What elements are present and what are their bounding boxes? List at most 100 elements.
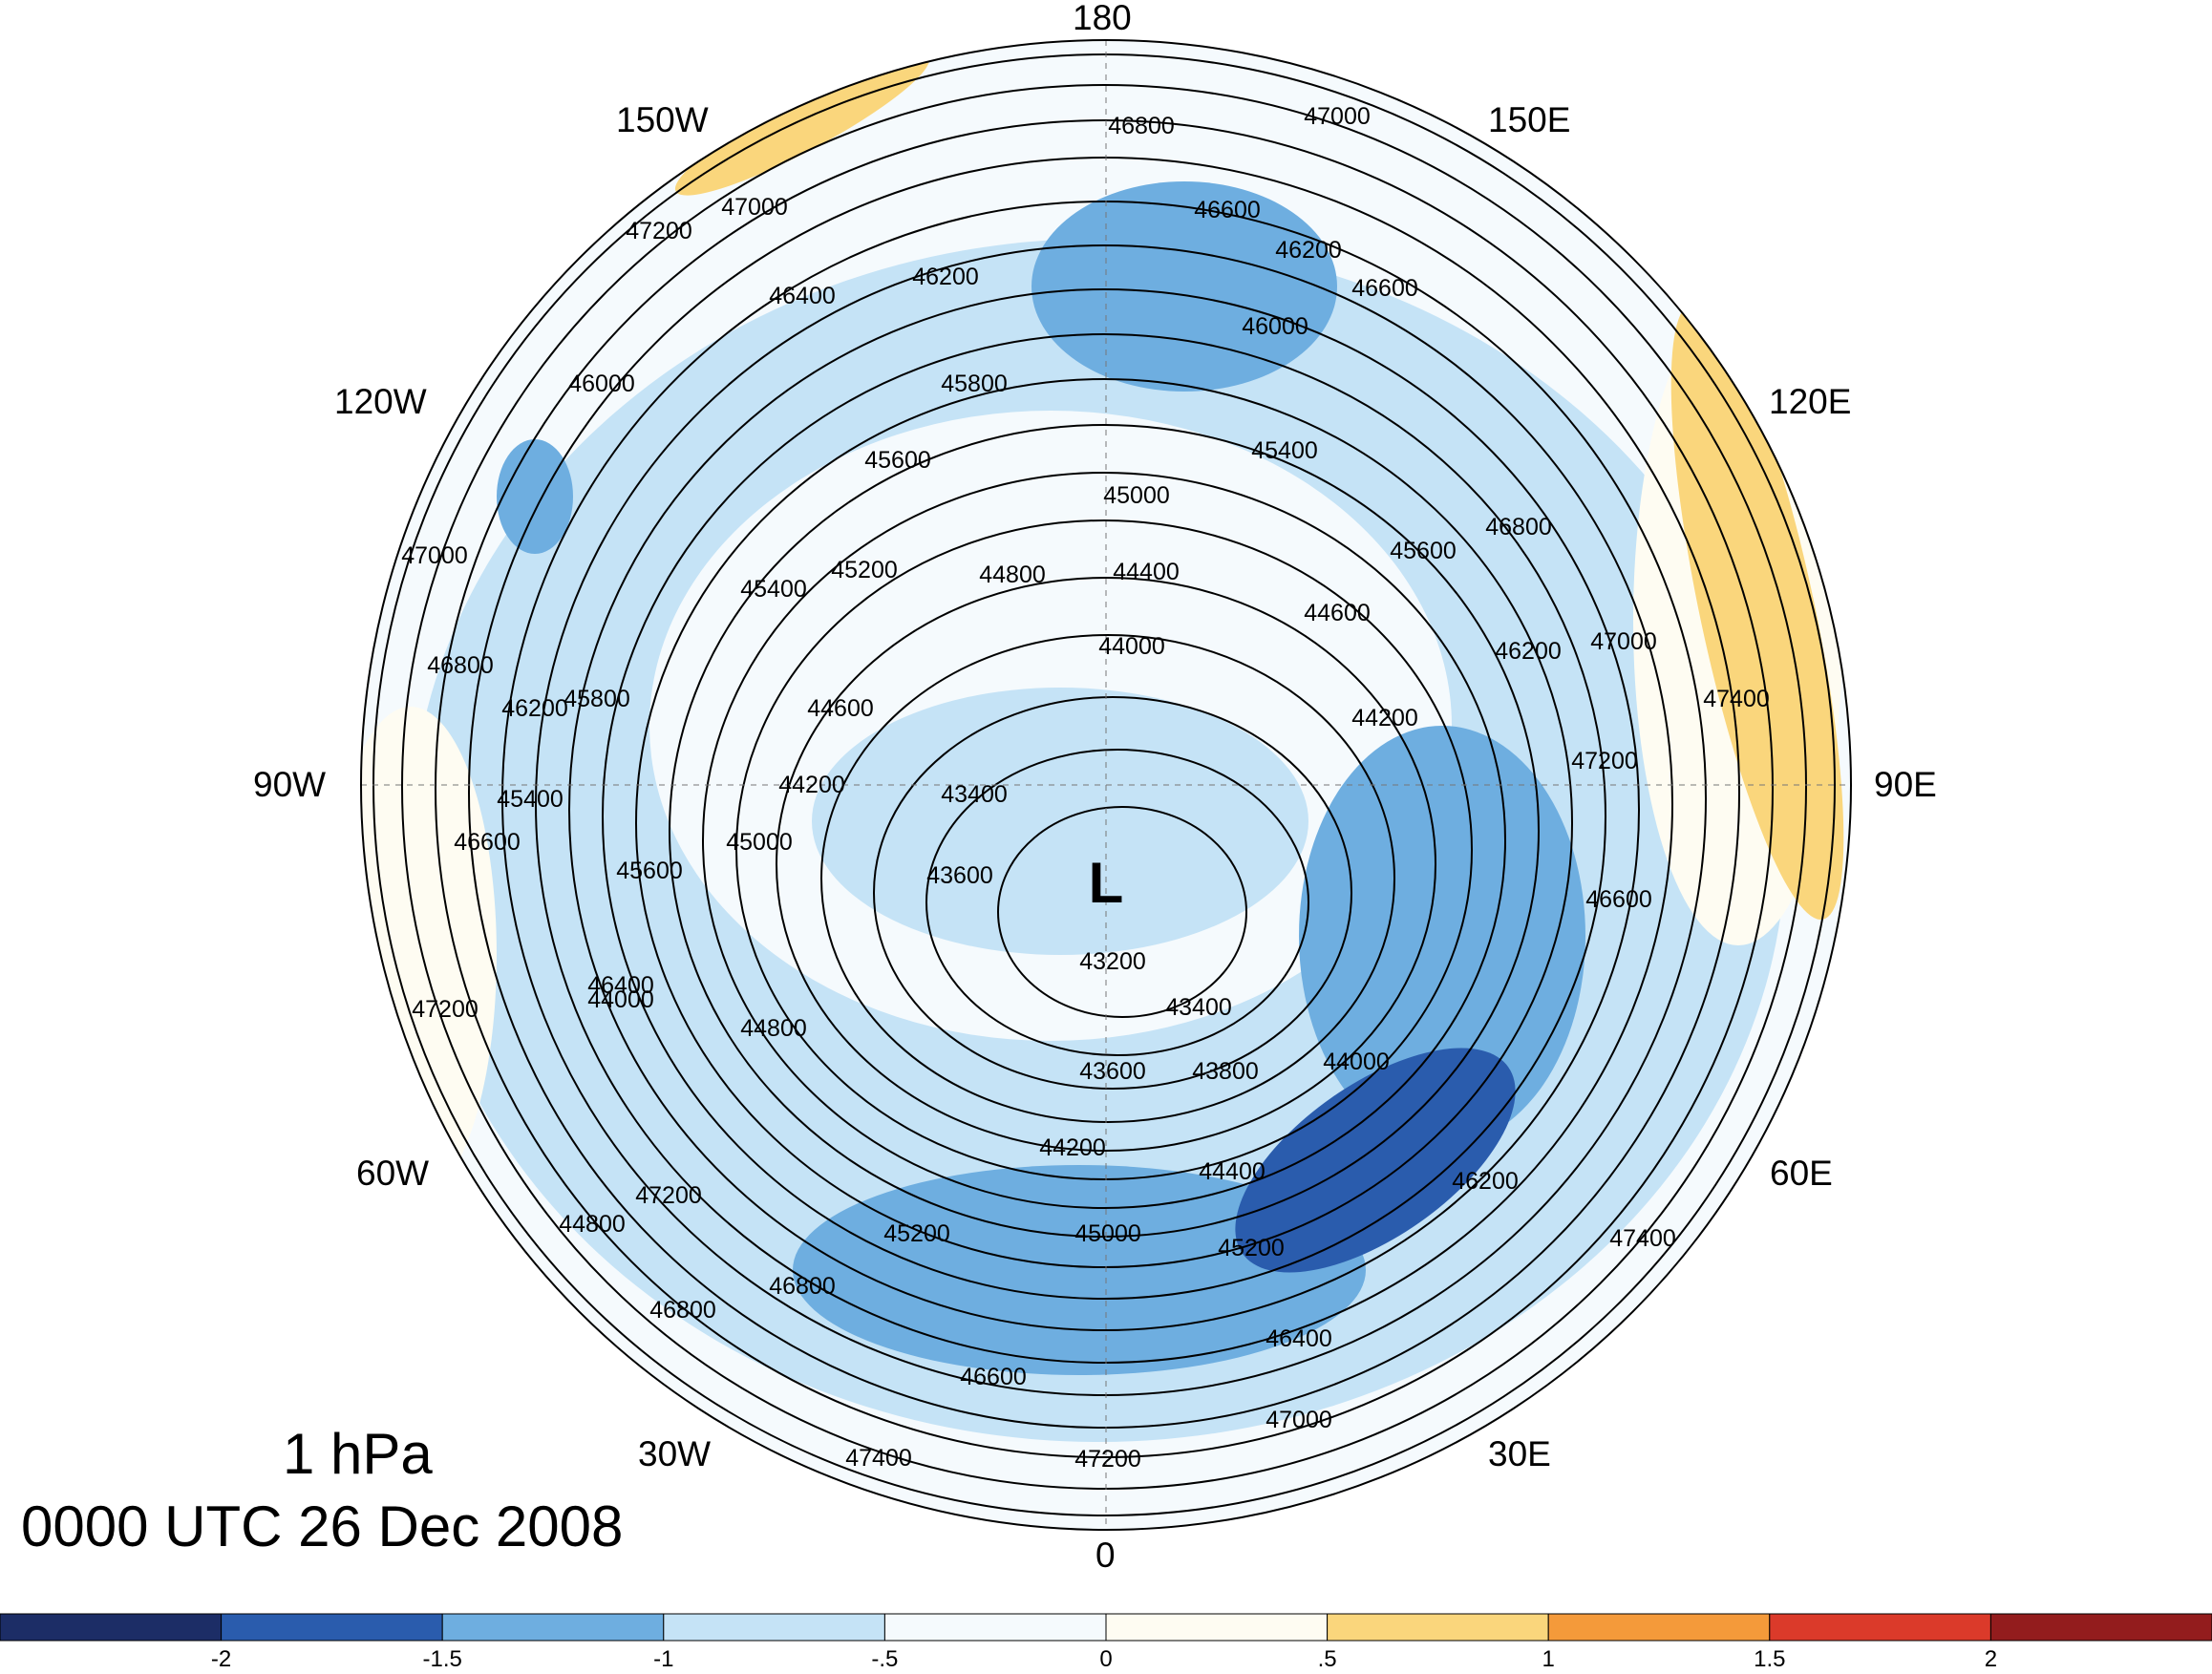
contour-label: 45400 [497, 786, 564, 813]
contour-label: 44200 [1351, 705, 1418, 731]
contour-label: 45200 [883, 1220, 950, 1247]
colorbar-tick-label: 1.5 [1754, 1646, 1786, 1672]
contour-label: 44400 [1199, 1158, 1266, 1185]
contour-label: 45800 [564, 686, 630, 712]
contour-label: 45400 [740, 576, 807, 603]
contour-label: 43400 [1165, 994, 1232, 1021]
anomaly-neg-15-north [1032, 181, 1337, 392]
lon-label-60e: 60E [1770, 1154, 1833, 1193]
contour-label: 44000 [587, 986, 654, 1013]
contour-labels: 47000 46800 47200 47000 46400 46200 46600 46000… [401, 103, 1770, 1473]
lon-label-0: 0 [1095, 1536, 1116, 1575]
contour-label: 46800 [769, 1273, 836, 1300]
contour-label: 44600 [807, 695, 874, 722]
colorbar-tick-label: -1 [653, 1646, 674, 1672]
contour-label: 45600 [616, 858, 683, 884]
contour-label: 46200 [1275, 237, 1342, 264]
contour-label: 46400 [1266, 1325, 1332, 1352]
graticule [361, 40, 1851, 1530]
contour-label: 47400 [1703, 686, 1770, 712]
contour-label: 44200 [778, 772, 845, 798]
contour-label: 47200 [412, 996, 479, 1023]
contour-label: 45200 [831, 557, 898, 583]
colorbar-tick-label: -.5 [871, 1646, 899, 1672]
colorbar-tick-label: .5 [1317, 1646, 1337, 1672]
anomaly-pos-0-west [361, 707, 497, 1203]
colorbar-swatch [1989, 1613, 2212, 1642]
anomaly-neg-2-east [1235, 1048, 1516, 1273]
contour-label: 44000 [1323, 1049, 1390, 1075]
contour-label: 46200 [1452, 1168, 1519, 1195]
contour-label: 44800 [979, 562, 1046, 588]
contour-label: 46000 [1242, 313, 1308, 340]
contour-label: 46800 [427, 652, 494, 679]
contour-label: 44800 [559, 1211, 626, 1238]
lon-label-120w: 120W [334, 382, 427, 421]
lon-label-90e: 90E [1874, 765, 1937, 804]
colorbar-swatch [1769, 1613, 1991, 1642]
colorbar-swatch [441, 1613, 665, 1642]
contour-label: 46800 [1108, 113, 1175, 139]
valid-time-title: 0000 UTC 26 Dec 2008 [21, 1494, 624, 1558]
contour-label: 47000 [401, 542, 468, 569]
contour-label: 43400 [941, 781, 1008, 808]
contour-label: 45000 [1074, 1220, 1141, 1247]
contour-label: 46200 [1495, 638, 1562, 665]
contour-label: 45000 [726, 829, 793, 856]
contour-label: 47000 [721, 194, 788, 221]
contour-label: 46600 [454, 829, 521, 856]
colorbar-swatch [1327, 1613, 1549, 1642]
anomaly-neg-15-south [793, 1165, 1366, 1375]
contour-label: 47200 [626, 218, 692, 244]
contour-label: 46200 [912, 264, 979, 290]
contour-label: 47000 [1590, 628, 1657, 655]
contour-label: 46400 [587, 972, 654, 999]
colorbar-swatch [0, 1613, 223, 1642]
contour-label: 46600 [1351, 275, 1418, 302]
contour-label: 47200 [1074, 1446, 1141, 1473]
colorbar-tick-label: -2 [210, 1646, 232, 1672]
contour-label: 46600 [1585, 886, 1652, 913]
contour-label: 43200 [1079, 948, 1146, 975]
contour-label: 45400 [1251, 437, 1318, 464]
lon-label-150w: 150W [616, 100, 709, 139]
contour-label: 45600 [1390, 538, 1457, 564]
contour-label: 44400 [1113, 559, 1180, 585]
contour-label: 43800 [1192, 1058, 1259, 1085]
contour-label: 45800 [941, 371, 1008, 397]
contour-label: 47000 [1304, 103, 1371, 130]
lon-label-30w: 30W [638, 1434, 712, 1473]
contour-label: 44600 [1304, 600, 1371, 626]
colorbar-tick-label: -1.5 [422, 1646, 462, 1672]
anomaly-neg-15-east [1299, 726, 1585, 1146]
colorbar [0, 1613, 2212, 1642]
contour-label: 46600 [960, 1364, 1027, 1390]
colorbar-swatch [883, 1613, 1107, 1642]
contour-label: 46000 [568, 371, 635, 397]
contour-label: 47400 [845, 1445, 912, 1472]
anomaly-neg-15-west [497, 439, 573, 554]
contour-label: 46800 [649, 1297, 716, 1324]
colorbar-tick-label: 1 [1542, 1646, 1555, 1672]
colorbar-swatch [221, 1613, 443, 1642]
contour-label: 47400 [1609, 1225, 1676, 1252]
lon-label-120e: 120E [1769, 382, 1852, 421]
colorbar-swatch [663, 1613, 885, 1642]
contour-label: 46600 [1194, 197, 1261, 223]
colorbar-swatch [1105, 1613, 1329, 1642]
colorbar-tick-label: 2 [1984, 1646, 1998, 1672]
contour-label: 47000 [1266, 1407, 1332, 1433]
contour-label: 46800 [1485, 514, 1552, 540]
colorbar-tick-label: 0 [1099, 1646, 1113, 1672]
colorbar-swatch [1547, 1613, 1771, 1642]
contour-label: 47200 [1571, 748, 1638, 774]
contour-label: 44200 [1039, 1134, 1106, 1161]
contour-label: 45200 [1218, 1235, 1285, 1261]
contour-label: 43600 [926, 862, 993, 889]
contour-label: 45000 [1103, 482, 1170, 509]
contour-label: 45600 [864, 447, 931, 474]
contour-label: 47200 [635, 1182, 702, 1209]
lon-label-180: 180 [1073, 0, 1132, 37]
anomaly-pos-05-east [1670, 302, 1844, 921]
